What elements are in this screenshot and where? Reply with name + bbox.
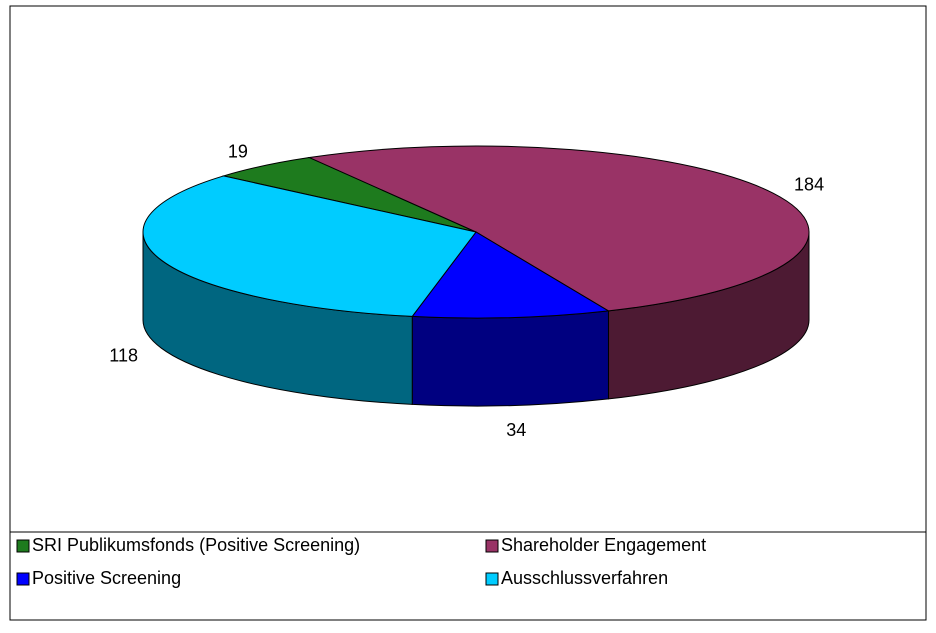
legend-label: Shareholder Engagement xyxy=(501,535,706,555)
data-label: 184 xyxy=(794,174,824,194)
legend-swatch xyxy=(16,572,30,586)
data-label: 34 xyxy=(506,420,526,440)
slice xyxy=(411,231,611,319)
legend-swatch xyxy=(485,572,499,586)
legend-swatch xyxy=(16,539,30,553)
legend-label: Ausschlussverfahren xyxy=(501,568,668,588)
slice xyxy=(142,175,477,317)
slice-side xyxy=(411,310,609,407)
legend-label: SRI Publikumsfonds (Positive Screening) xyxy=(32,535,360,555)
slice xyxy=(307,145,810,312)
data-label: 118 xyxy=(109,345,138,365)
legend-box xyxy=(9,531,927,621)
data-label: 19 xyxy=(228,141,248,161)
legend-swatch xyxy=(485,539,499,553)
legend-label: Positive Screening xyxy=(32,568,181,588)
